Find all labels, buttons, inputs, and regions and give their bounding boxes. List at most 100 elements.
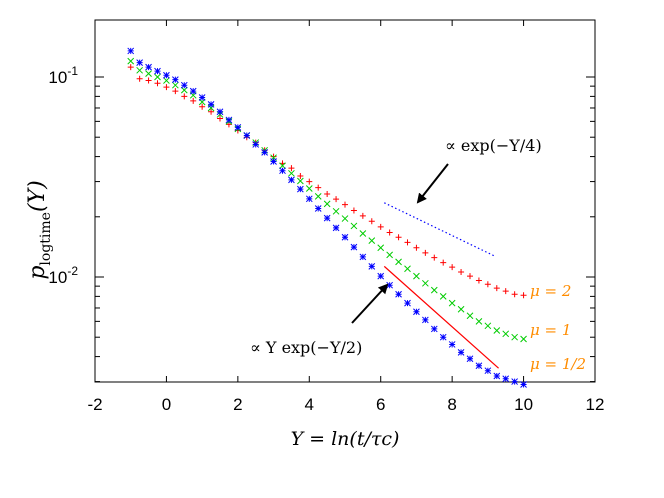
data-point — [395, 234, 402, 241]
data-point — [314, 193, 322, 200]
data-point — [323, 200, 331, 208]
data-point — [511, 291, 518, 298]
data-point — [190, 97, 197, 104]
data-point — [234, 124, 242, 131]
data-point — [297, 172, 304, 179]
data-point — [439, 293, 447, 300]
data-point — [252, 141, 260, 148]
data-point — [511, 378, 518, 385]
data-point — [145, 70, 152, 77]
data-point — [172, 76, 179, 83]
data-point — [279, 162, 286, 170]
data-point — [305, 185, 313, 192]
data-point — [270, 158, 277, 165]
data-point — [333, 196, 340, 203]
data-point — [332, 224, 340, 232]
y-tick-label: 10-2 — [48, 264, 78, 287]
data-point — [180, 86, 188, 94]
x-tick-label: 10 — [514, 395, 533, 414]
data-point — [493, 327, 501, 334]
data-point — [163, 77, 170, 84]
data-point — [368, 218, 375, 225]
y-axis-ticks: 10-1 10-2 — [48, 64, 595, 383]
data-point — [207, 100, 215, 108]
x-tick-label: 12 — [586, 395, 605, 414]
data-point — [341, 215, 349, 222]
series-1 — [127, 57, 527, 343]
y-tick-label: 10-1 — [48, 64, 78, 87]
data-point — [315, 184, 322, 191]
data-point — [511, 333, 518, 341]
data-point — [475, 277, 482, 284]
data-point — [422, 279, 429, 287]
series-label-mu-1: μ = 1 — [530, 321, 571, 339]
data-point — [466, 312, 474, 320]
data-point — [323, 214, 331, 222]
data-point — [520, 292, 527, 299]
reference-line-exp-quarter — [384, 202, 496, 257]
reference-lines — [383, 202, 499, 369]
annotation-y-exp-half: ∝ Y exp(−Y/2) — [250, 338, 362, 357]
data-point — [127, 64, 134, 71]
data-point — [484, 367, 492, 375]
data-point — [180, 81, 188, 89]
data-point — [493, 372, 501, 380]
data-point — [475, 362, 483, 370]
data-point — [305, 195, 313, 203]
data-point — [350, 243, 358, 251]
data-point — [448, 299, 456, 307]
data-point — [404, 239, 411, 246]
data-point — [181, 93, 188, 100]
data-point — [314, 205, 322, 212]
data-point — [377, 244, 385, 252]
data-point — [466, 355, 474, 363]
data-point — [431, 254, 438, 261]
annotation-arrow-exp-quarter — [416, 163, 449, 204]
data-point — [520, 381, 527, 388]
data-point — [386, 281, 393, 289]
y-axis-label: plogtime(Y) — [25, 180, 54, 279]
data-point — [208, 108, 215, 115]
x-tick-label: 0 — [162, 395, 171, 414]
data-point — [359, 212, 366, 219]
data-point — [502, 330, 510, 338]
data-point — [404, 265, 411, 273]
data-point — [127, 47, 135, 55]
series-2 — [127, 47, 527, 388]
data-point — [199, 103, 206, 110]
data-point — [440, 259, 447, 266]
data-point — [136, 59, 143, 66]
data-point — [324, 191, 331, 198]
data-point — [467, 273, 473, 280]
data-point — [439, 333, 447, 341]
data-point — [413, 272, 420, 280]
data-point — [520, 335, 527, 343]
data-point — [145, 77, 152, 84]
data-point — [172, 81, 179, 89]
data-point — [377, 223, 384, 230]
series-label-mu-half: μ = 1/2 — [530, 355, 586, 373]
data-point — [359, 253, 367, 261]
data-point — [163, 84, 170, 91]
data-point — [350, 207, 357, 214]
data-series — [127, 47, 527, 388]
data-point — [458, 268, 465, 275]
data-point — [154, 73, 161, 81]
data-point — [217, 115, 223, 122]
data-point — [457, 348, 465, 356]
data-point — [413, 308, 420, 316]
series-label-mu-2: μ = 2 — [530, 282, 571, 300]
x-tick-label: 4 — [305, 395, 314, 414]
reference-line-y-exp-half — [383, 265, 499, 369]
data-point — [449, 264, 456, 271]
data-point — [368, 237, 376, 244]
data-point — [359, 230, 367, 237]
annotation-exp-quarter: ∝ exp(−Y/4) — [445, 136, 542, 155]
series-0 — [127, 64, 527, 299]
data-point — [163, 71, 170, 79]
data-point — [243, 132, 251, 139]
data-point — [136, 66, 143, 74]
data-point — [502, 288, 509, 295]
data-point — [350, 222, 358, 230]
data-point — [341, 233, 349, 241]
